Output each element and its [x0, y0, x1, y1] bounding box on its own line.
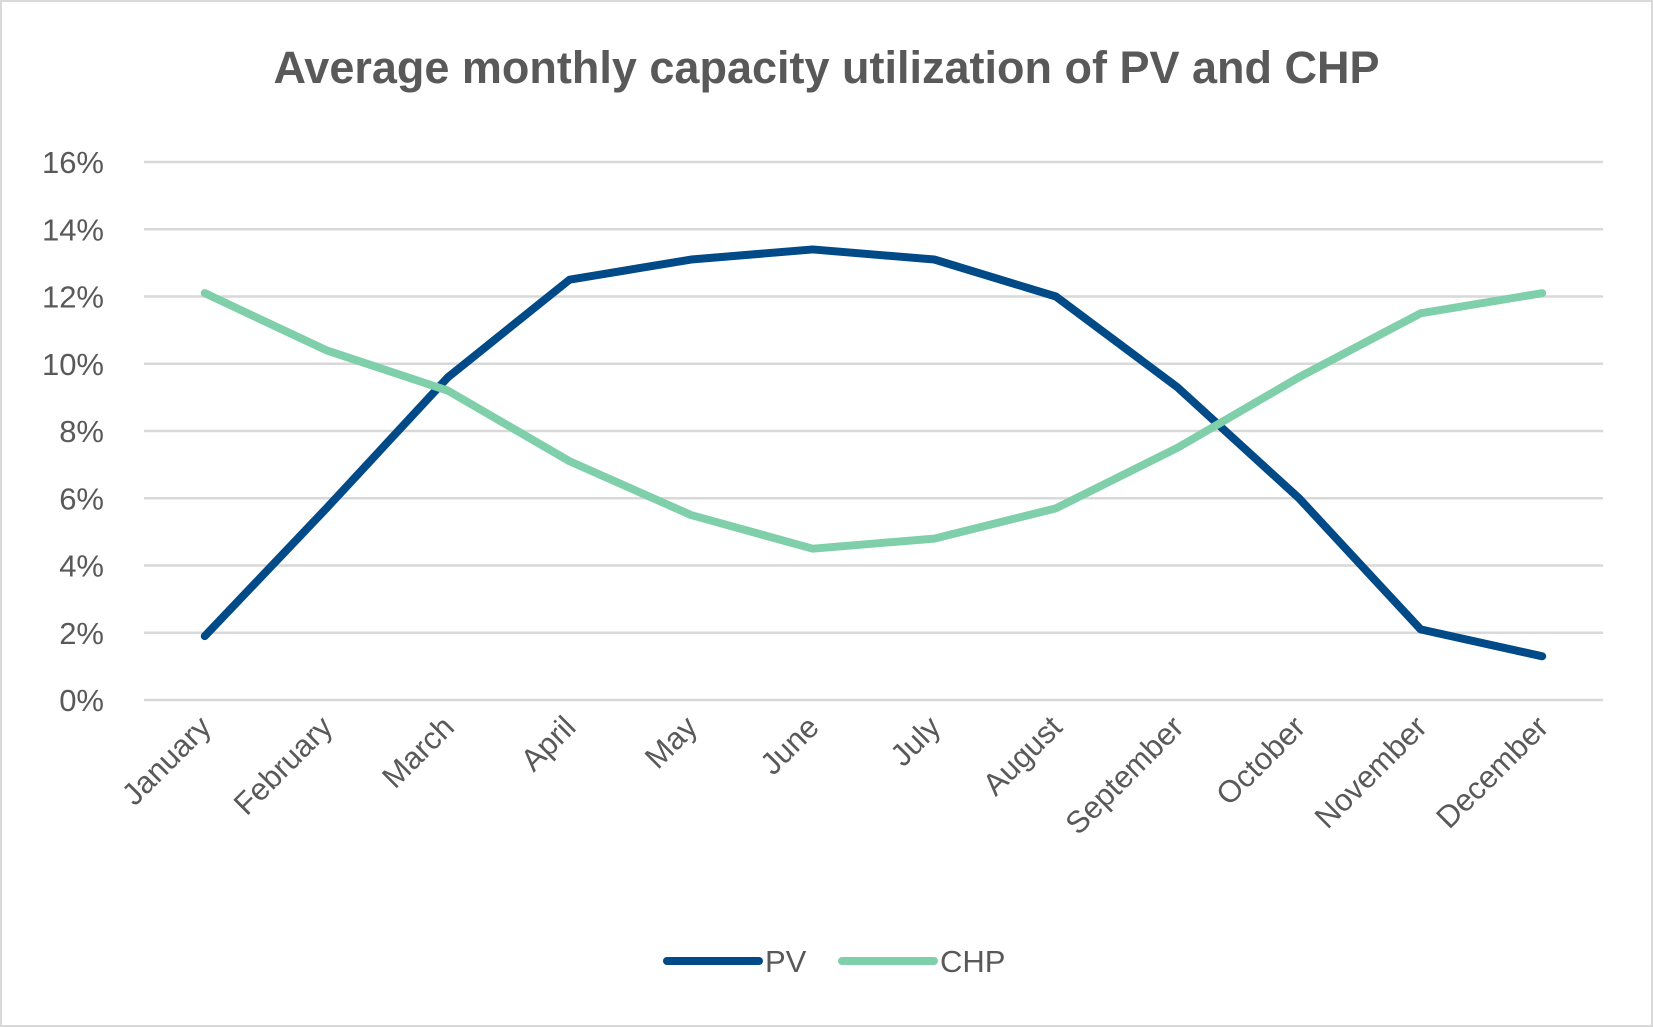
- y-tick-label: 2%: [59, 616, 104, 651]
- x-tick-label: November: [1308, 709, 1434, 835]
- series-line-chp: [200, 289, 1547, 553]
- y-tick-label: 0%: [59, 683, 104, 718]
- legend-label-chp: CHP: [940, 944, 1005, 979]
- y-tick-label: 12%: [42, 280, 104, 315]
- chart-title: Average monthly capacity utilization of …: [273, 42, 1380, 93]
- x-tick-label: March: [375, 709, 461, 795]
- y-tick-label: 8%: [59, 414, 104, 449]
- y-tick-label: 6%: [59, 481, 104, 516]
- x-tick-label: September: [1058, 709, 1190, 841]
- y-tick-label: 10%: [42, 347, 104, 382]
- x-tick-label: June: [753, 709, 825, 781]
- x-tick-label: August: [976, 709, 1069, 802]
- x-tick-label: May: [638, 709, 705, 776]
- y-tick-label: 4%: [59, 549, 104, 584]
- y-tick-label: 14%: [42, 212, 104, 247]
- series-line-pv: [200, 245, 1547, 661]
- x-tick-label: October: [1209, 709, 1312, 812]
- x-tick-label: July: [884, 709, 948, 773]
- legend-label-pv: PV: [765, 944, 807, 979]
- y-tick-label: 16%: [42, 145, 104, 180]
- x-tick-label: January: [115, 709, 218, 812]
- x-tick-label: April: [514, 709, 583, 778]
- x-tick-label: February: [227, 709, 340, 822]
- x-tick-label: December: [1429, 709, 1555, 835]
